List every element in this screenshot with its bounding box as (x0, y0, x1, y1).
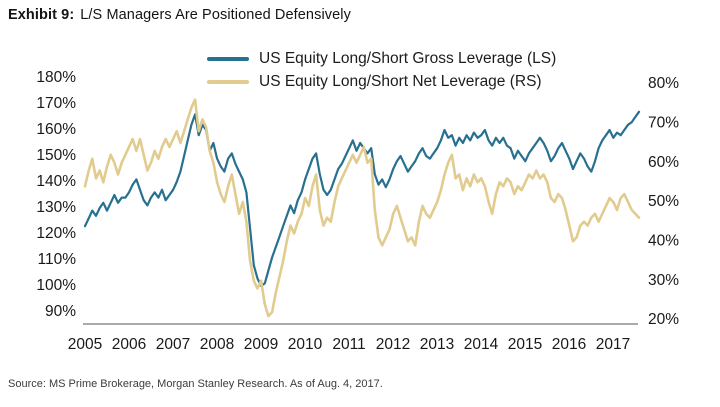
x-axis-year-label: 2009 (244, 336, 278, 353)
exhibit-title-text: L/S Managers Are Positioned Defensively (80, 7, 351, 23)
right-axis-tick-label: 60% (648, 154, 679, 171)
source-note: Source: MS Prime Brokerage, Morgan Stanl… (8, 378, 383, 390)
left-axis-tick-label: 170% (36, 95, 76, 112)
left-axis-tick-label: 120% (36, 225, 76, 242)
x-axis-year-label: 2017 (596, 336, 630, 353)
right-axis-tick-label: 20% (648, 311, 679, 328)
x-axis-year-label: 2015 (508, 336, 542, 353)
page-title: Exhibit 9: L/S Managers Are Positioned De… (8, 7, 351, 23)
legend-item-net: US Equity Long/Short Net Leverage (RS) (207, 70, 556, 93)
left-axis-tick-label: 90% (45, 303, 76, 320)
left-axis-tick-label: 130% (36, 199, 76, 216)
exhibit-number: Exhibit 9: (8, 7, 75, 23)
gross-line-swatch (207, 56, 249, 61)
left-axis-tick-label: 160% (36, 121, 76, 138)
left-axis-tick-label: 150% (36, 147, 76, 164)
legend-item-gross: US Equity Long/Short Gross Leverage (LS) (207, 47, 556, 70)
right-axis-tick-label: 80% (648, 75, 679, 92)
x-axis-year-label: 2012 (376, 336, 410, 353)
left-axis-tick-label: 110% (38, 251, 77, 268)
right-axis-tick-label: 30% (648, 272, 679, 289)
x-axis-year-label: 2014 (464, 336, 499, 353)
gross-leverage-line (83, 110, 641, 288)
x-axis-year-label: 2013 (420, 336, 454, 353)
x-axis-year-label: 2008 (200, 336, 234, 353)
x-axis-year-label: 2007 (156, 336, 190, 353)
left-axis-tick-label: 100% (36, 277, 76, 294)
x-axis-year-label: 2011 (332, 336, 365, 353)
right-axis-tick-label: 40% (648, 232, 679, 249)
chart-legend: US Equity Long/Short Gross Leverage (LS)… (207, 47, 556, 93)
left-axis-tick-label: 180% (36, 69, 76, 86)
net-leverage-line (83, 98, 641, 318)
x-axis-year-label: 2005 (68, 336, 102, 353)
right-axis-tick-label: 50% (648, 193, 679, 210)
x-axis-year-label: 2010 (288, 336, 323, 353)
x-axis-year-label: 2016 (552, 336, 586, 353)
legend-label-gross: US Equity Long/Short Gross Leverage (LS) (259, 49, 557, 67)
legend-label-net: US Equity Long/Short Net Leverage (RS) (259, 72, 542, 90)
x-axis-year-label: 2006 (112, 336, 146, 353)
left-axis-tick-label: 140% (36, 173, 76, 190)
right-axis-tick-label: 70% (648, 114, 679, 131)
net-line-swatch (207, 79, 249, 84)
